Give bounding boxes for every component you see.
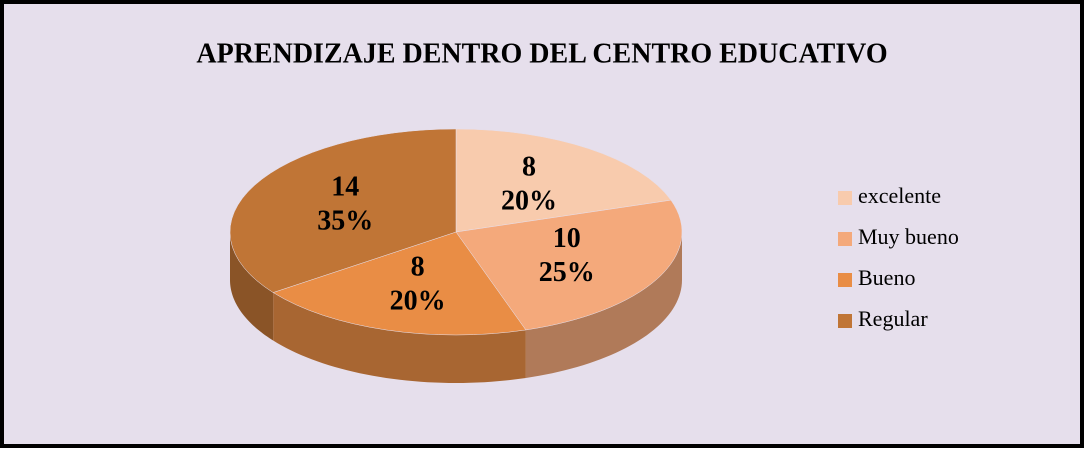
chart-title: APRENDIZAJE DENTRO DEL CENTRO EDUCATIVO [196,38,887,69]
data-label: 14 [331,172,359,203]
legend-swatch [838,191,852,205]
percentage-label: 20% [501,186,557,217]
pie-slice [455,128,672,233]
legend-swatch [838,273,852,287]
legend-label: Muy bueno [858,224,959,249]
data-label: 8 [411,251,425,282]
pie-side [230,232,274,341]
legend-label: excelente [858,183,941,208]
legend-label: Regular [858,306,928,331]
percentage-label: 35% [317,206,373,237]
pie-slice [229,128,457,293]
pie-slice [455,199,683,331]
legend-label: Bueno [858,265,915,290]
data-label: 8 [522,152,536,183]
pie-slice [272,231,527,336]
percentage-label: 20% [390,285,446,316]
legend-swatch [838,232,852,246]
percentage-label: 25% [539,257,595,288]
data-label: 10 [553,223,581,254]
legend-swatch [838,314,852,328]
pie-side [525,232,682,378]
pie-side [273,292,526,383]
